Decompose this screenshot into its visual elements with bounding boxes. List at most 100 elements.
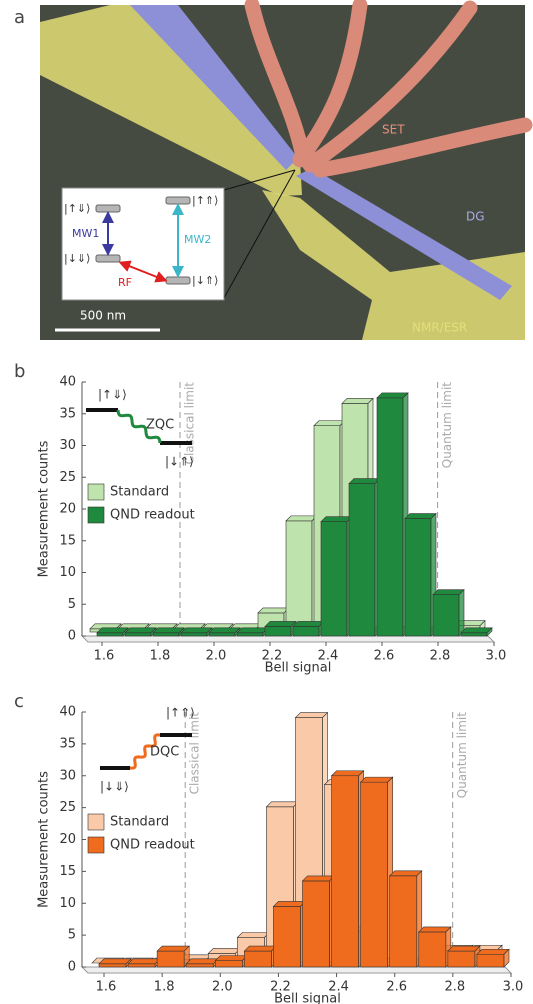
x-tick-label: 2.2 <box>262 649 283 664</box>
nmr-esr-label: NMR/ESR <box>412 321 467 335</box>
legend-label: Standard <box>110 485 169 500</box>
limit-label: Quantum limit <box>455 712 469 799</box>
legend-label: Standard <box>110 815 169 830</box>
floor <box>80 966 513 974</box>
bar-top <box>243 945 278 952</box>
bar <box>460 632 488 637</box>
state-label: |↓⇓⟩ <box>100 780 129 794</box>
floor <box>80 635 496 643</box>
y-tick-label: 10 <box>59 565 76 580</box>
legend-swatch <box>87 813 105 831</box>
bar <box>389 875 418 968</box>
bar <box>208 632 236 637</box>
bar-top <box>265 801 300 808</box>
y-tick-label: 15 <box>59 533 76 548</box>
legend-label: QND readout <box>110 838 195 853</box>
legend-swatch <box>87 506 105 524</box>
y-tick-label: 25 <box>59 470 76 485</box>
bar-top <box>301 875 336 882</box>
transition-wave <box>116 409 162 444</box>
bar-top <box>98 958 132 965</box>
bar-top <box>156 945 190 952</box>
y-tick-label: 20 <box>59 832 76 847</box>
y-tick-label: 25 <box>59 800 76 815</box>
bar-top <box>236 932 271 938</box>
panel-label: c <box>14 691 24 712</box>
y-tick-label: 35 <box>59 736 76 751</box>
bar <box>96 632 124 637</box>
bar-top <box>207 948 242 954</box>
x-tick-label: 2.6 <box>374 649 395 664</box>
x-tick-label: 1.8 <box>150 649 171 664</box>
y-tick-label: 35 <box>59 406 76 421</box>
bar-top <box>418 926 452 933</box>
bar-top <box>388 870 423 877</box>
bar <box>418 931 447 968</box>
state-label: |↓⇓⟩ <box>64 252 90 265</box>
bar <box>214 960 243 968</box>
limit-label: Classical limit <box>183 382 197 465</box>
panel-label: b <box>14 361 25 382</box>
bar <box>331 775 359 968</box>
set-label: SET <box>382 123 405 137</box>
gate-blue <box>130 5 298 170</box>
bar-side <box>458 589 465 637</box>
x-tick-label: 2.4 <box>318 649 339 664</box>
bar <box>124 632 152 637</box>
x-tick-label: 3.0 <box>486 649 507 664</box>
bar-top <box>476 948 510 955</box>
state-label: |↑⇓⟩ <box>64 202 90 215</box>
x-tick-label: 1.8 <box>154 980 175 995</box>
panel-a: a |↑⇓⟩ |↓⇓⟩ |↑⇑⟩ |↓⇑⟩ MW1 MW2 RF SET DG … <box>14 0 533 340</box>
x-tick-label: 2.6 <box>386 980 407 995</box>
scale-bar-label: 500 nm <box>80 309 126 323</box>
bar <box>264 626 292 637</box>
bar <box>348 483 376 637</box>
bar <box>476 953 505 968</box>
y-tick-label: 0 <box>68 960 76 975</box>
y-axis-label: Measurement counts <box>37 440 52 577</box>
bar-top <box>294 712 329 718</box>
limit-label: Classical limit <box>188 712 202 795</box>
y-tick-label: 30 <box>59 438 76 453</box>
transition-wave <box>129 733 161 770</box>
rf-label: RF <box>118 276 132 289</box>
bar <box>432 594 460 637</box>
y-tick-label: 30 <box>59 768 76 783</box>
x-tick-label: 2.0 <box>206 649 227 664</box>
y-tick-label: 20 <box>59 502 76 517</box>
bar-top <box>214 955 249 961</box>
x-tick-label: 2.0 <box>212 980 233 995</box>
bar <box>302 880 330 968</box>
rf-arrow <box>118 260 168 283</box>
bar <box>185 963 214 968</box>
bar <box>127 963 156 968</box>
y-tick-label: 5 <box>68 597 76 612</box>
state-label: |↓⇑⟩ <box>192 274 218 287</box>
bar <box>98 963 127 968</box>
x-tick-label: 2.8 <box>445 980 466 995</box>
panel-label: a <box>14 7 25 28</box>
bar <box>376 397 404 637</box>
bar <box>360 781 389 968</box>
bar <box>152 632 180 637</box>
bar-side <box>486 627 493 637</box>
legend-swatch <box>87 483 105 501</box>
bar <box>447 950 476 968</box>
transition-label: ZQC <box>146 418 174 433</box>
dg-label: DG <box>466 210 485 224</box>
bar-top <box>127 958 161 965</box>
y-tick-label: 5 <box>68 928 76 943</box>
x-tick-label: 2.4 <box>328 980 349 995</box>
legend-swatch <box>87 836 105 854</box>
bar-side <box>503 948 510 968</box>
pointer-line <box>223 169 296 299</box>
x-tick-label: 1.6 <box>96 980 117 995</box>
transition-label: DQC <box>150 745 179 760</box>
mw1-label: MW1 <box>72 227 99 240</box>
bar-top <box>359 776 394 783</box>
gate-pink <box>244 0 533 178</box>
bar-top <box>447 945 481 952</box>
bar <box>320 521 348 637</box>
bar <box>156 950 185 968</box>
